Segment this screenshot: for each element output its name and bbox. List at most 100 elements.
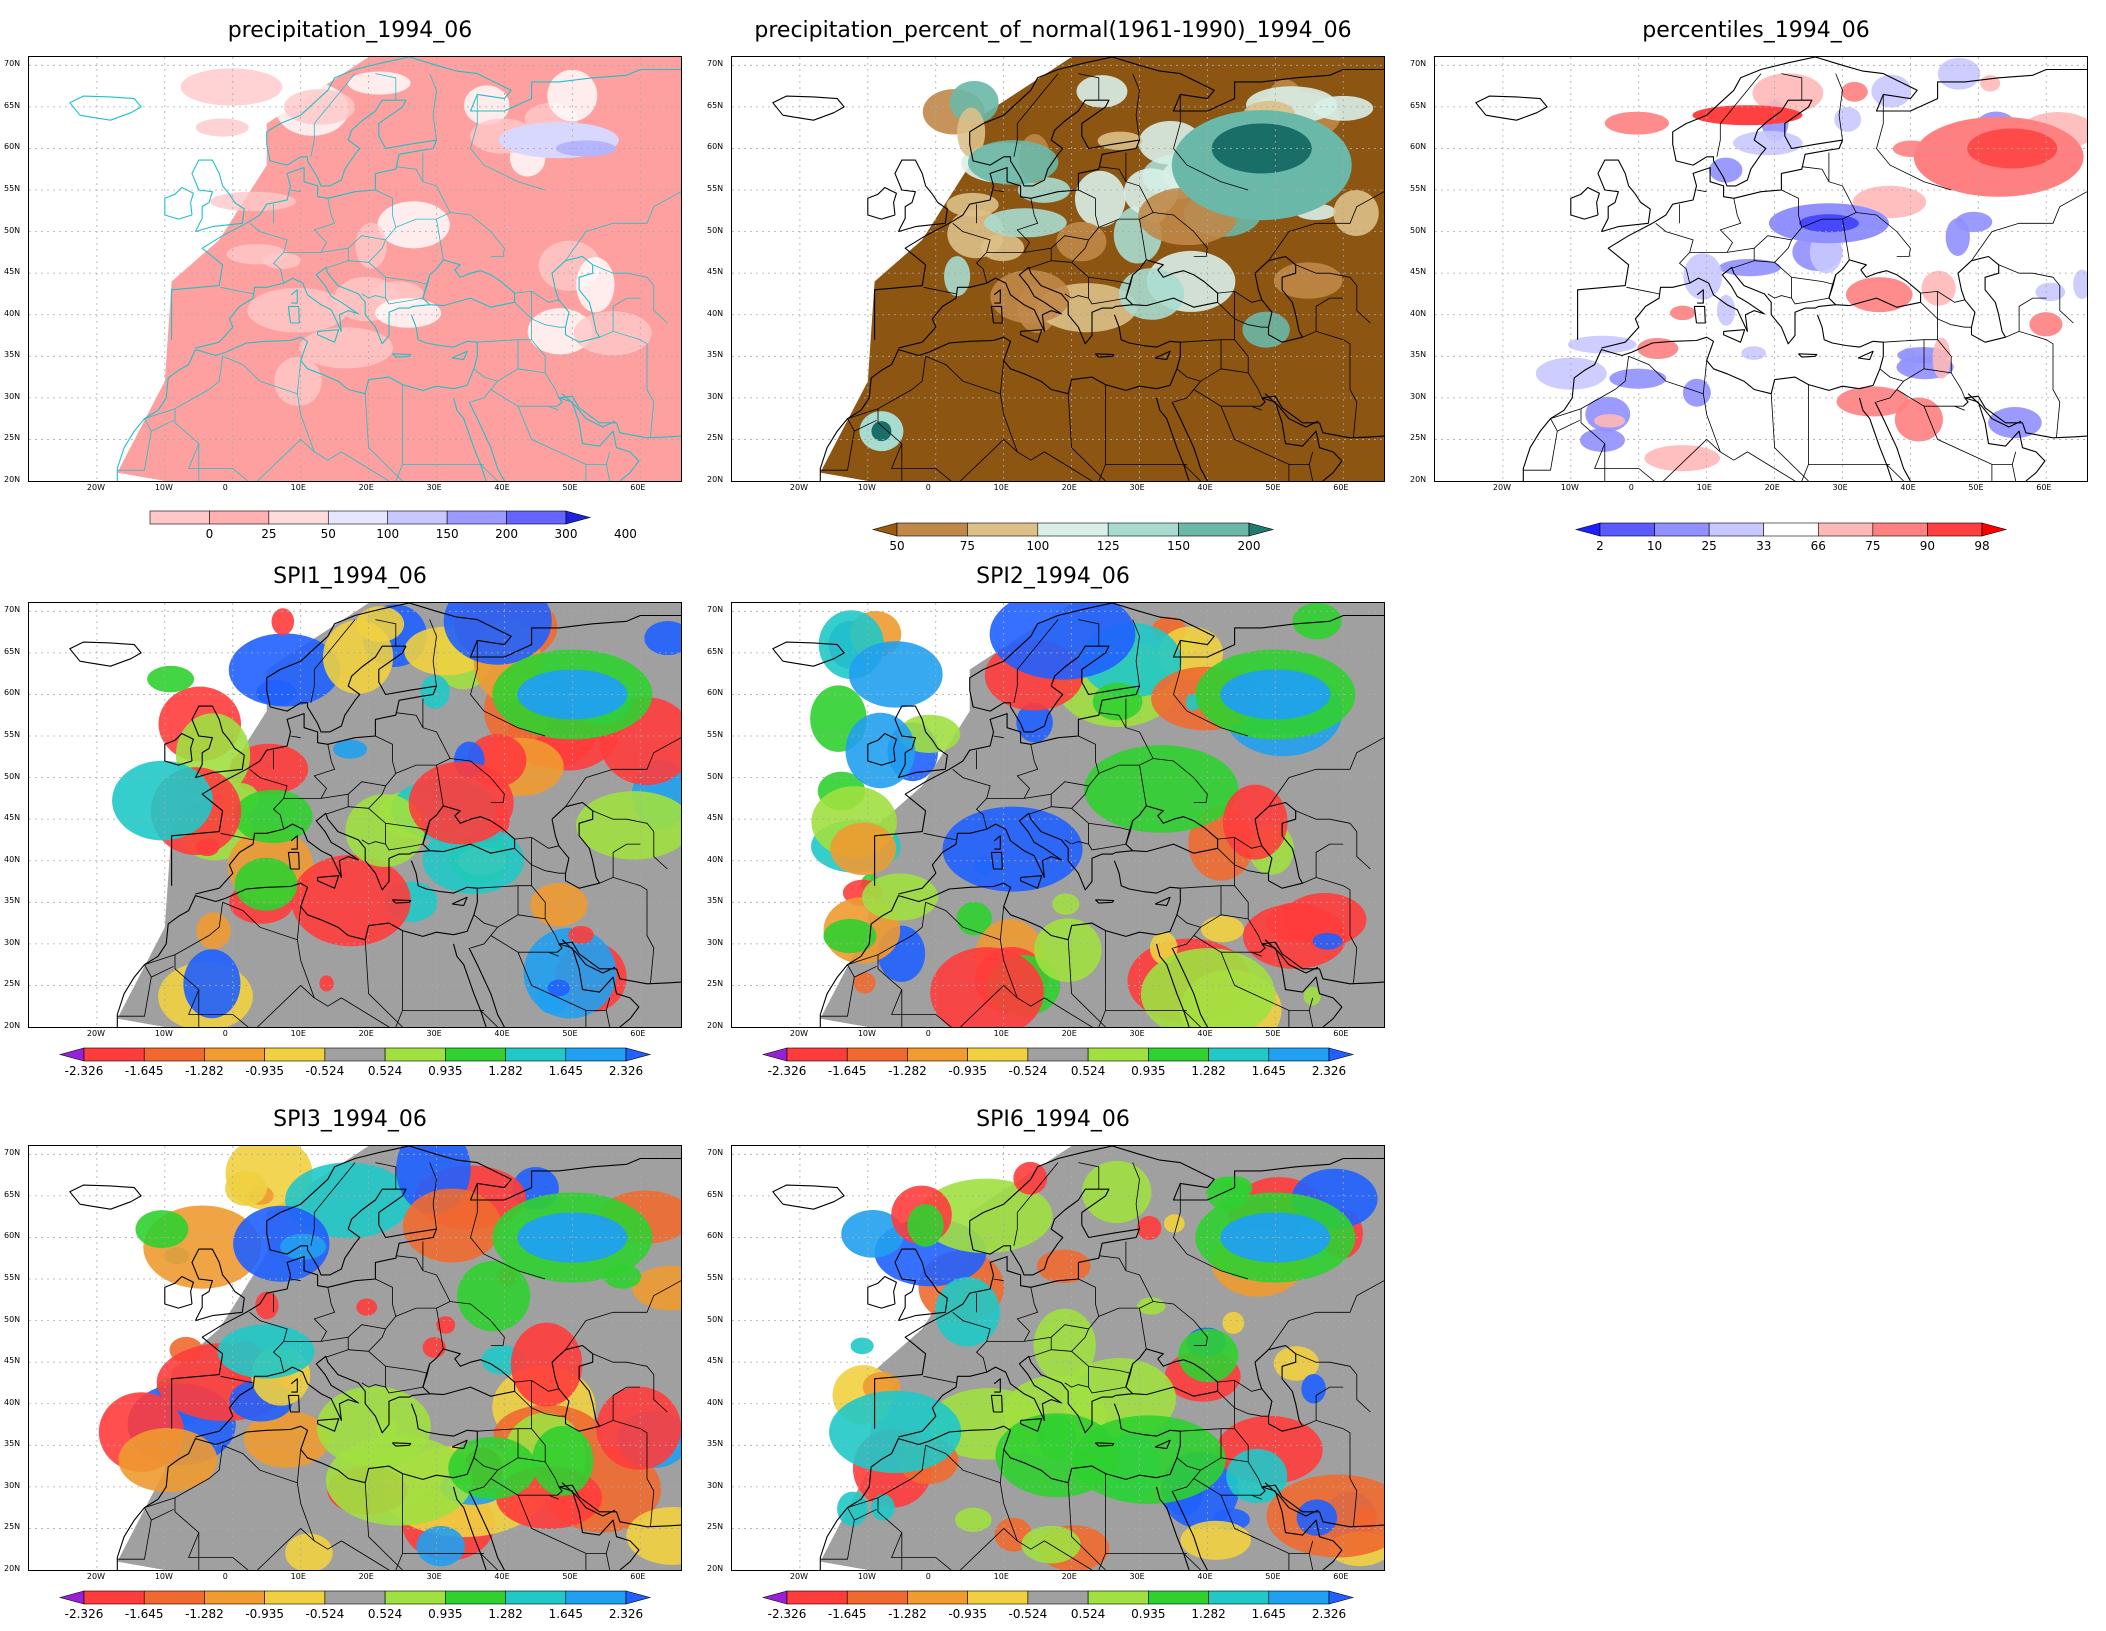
latitude-label: 50N — [4, 1314, 21, 1324]
panel-title: precipitation_1994_06 — [227, 18, 473, 43]
colorbar-label: -2.326 — [65, 1607, 104, 1621]
latitude-label: 60N — [707, 1231, 724, 1241]
colorbar-box — [204, 1590, 265, 1605]
latitude-label: 25N — [707, 979, 724, 989]
latitude-label: 30N — [4, 1480, 21, 1490]
map-canvas — [732, 603, 1384, 1027]
colorbar-label: 150 — [436, 527, 459, 541]
colorbar-arrow-right — [1981, 522, 2008, 537]
coastlines — [69, 57, 681, 481]
map-spi3 — [28, 1145, 682, 1571]
longitude-label: 40E — [494, 1572, 510, 1581]
colorbar-label: -2.326 — [65, 1064, 104, 1078]
map-canvas — [732, 57, 1384, 481]
longitude-label: 30E — [426, 483, 442, 492]
colorbar-box — [143, 1047, 205, 1062]
longitude-label: 10E — [290, 1572, 306, 1581]
colorbar-box — [384, 1590, 446, 1605]
latitude-label: 70N — [4, 59, 21, 69]
colorbar-label: 150 — [1167, 539, 1190, 553]
latitude-label: 55N — [4, 1273, 21, 1283]
map-spi6 — [731, 1145, 1385, 1571]
colorbar-box — [149, 510, 210, 525]
field-layer — [112, 603, 681, 1027]
longitude-label: 60E — [630, 1029, 646, 1038]
longitude-label: 0 — [1628, 483, 1634, 492]
longitude-label: 10E — [993, 1572, 1009, 1581]
colorbar-svg: -2.326 -1.645 -1.282 -0.935 -0.524 0.524 0.935… — [761, 1590, 1355, 1621]
field-layer — [98, 1146, 681, 1570]
colorbar-box — [1708, 522, 1765, 537]
colorbar-arrow-right — [625, 1590, 652, 1605]
latitude-label: 25N — [4, 979, 21, 989]
colorbar-label: 200 — [495, 527, 518, 541]
longitude-label: 0 — [925, 1572, 931, 1581]
colorbar-label: 300 — [555, 527, 578, 541]
longitude-label: 40E — [1197, 1029, 1213, 1038]
map-spi2 — [731, 602, 1385, 1028]
colorbar-box — [1654, 522, 1710, 537]
colorbar-spi3: -2.326 -1.645 -1.282 -0.935 -0.524 0.524 0.935… — [58, 1590, 652, 1631]
colorbar-box — [209, 510, 270, 525]
longitude-label: 60E — [630, 1572, 646, 1581]
colorbar-label: 25 — [1702, 539, 1717, 553]
colorbar-box — [786, 1590, 848, 1605]
latitude-label: 35N — [1410, 350, 1427, 360]
colorbar-label: -0.524 — [306, 1607, 345, 1621]
colorbar-label: 2 — [1596, 539, 1604, 553]
longitude-label: 10W — [154, 483, 173, 492]
colorbar-box — [1178, 522, 1250, 537]
longitude-label: 0 — [925, 483, 931, 492]
colorbar-label: -1.282 — [185, 1607, 224, 1621]
longitude-label: 30E — [1129, 1029, 1145, 1038]
colorbar-label: -2.326 — [768, 1607, 807, 1621]
colorbar-label: 90 — [1920, 539, 1935, 553]
longitude-label: 40E — [1197, 1572, 1213, 1581]
panel-spi6: SPI6_1994_06 -2.326 -1.645 -1.282 -0.935 -0.… — [703, 1107, 1403, 1621]
colorbar-box — [1817, 522, 1874, 537]
colorbar-label: 400 — [614, 527, 637, 541]
colorbar-label: -0.935 — [948, 1607, 987, 1621]
colorbar-box — [505, 1047, 567, 1062]
colorbar-label: 50 — [889, 539, 904, 553]
longitude-label: 20E — [1061, 1029, 1077, 1038]
colorbar-arrow-left — [871, 522, 898, 537]
colorbar-label: -0.935 — [948, 1064, 987, 1078]
longitude-label: 10W — [857, 1572, 876, 1581]
colorbar-label: 0.524 — [368, 1607, 402, 1621]
latitude-label: 50N — [1410, 225, 1427, 235]
colorbar-arrow-right — [1328, 1590, 1355, 1605]
colorbar-spi6: -2.326 -1.645 -1.282 -0.935 -0.524 0.524 0.935… — [761, 1590, 1355, 1631]
longitude-label: 20W — [1492, 483, 1511, 492]
colorbar-label: 100 — [1026, 539, 1049, 553]
coastlines — [772, 1146, 1384, 1570]
longitude-label: 10E — [290, 483, 306, 492]
colorbar-box — [324, 1590, 386, 1605]
country-borders — [1523, 73, 2087, 481]
map-canvas — [29, 57, 681, 481]
latitude-label: 60N — [707, 688, 724, 698]
longitude-label: 50E — [1265, 483, 1281, 492]
latitude-label: 45N — [707, 1356, 724, 1366]
latitude-label: 60N — [4, 688, 21, 698]
colorbar-label: 10 — [1647, 539, 1662, 553]
latitude-label: 20N — [1410, 475, 1427, 484]
colorbar-label: 0.524 — [1071, 1064, 1105, 1078]
colorbar-box — [1927, 522, 1983, 537]
colorbar-label: 0.524 — [368, 1064, 402, 1078]
longitude-label: 30E — [1832, 483, 1848, 492]
latitude-label: 20N — [4, 1021, 21, 1030]
longitude-label: 60E — [1333, 483, 1349, 492]
latitude-label: 65N — [4, 1189, 21, 1199]
longitude-label: 20W — [86, 1029, 105, 1038]
coastlines — [69, 603, 681, 1027]
latitude-label: 65N — [707, 100, 724, 110]
longitude-label: 20E — [358, 1029, 374, 1038]
colorbar-box — [387, 510, 448, 525]
colorbar-label: 2.326 — [609, 1607, 643, 1621]
colorbar-box — [83, 1047, 145, 1062]
latitude-label: 20N — [4, 1564, 21, 1573]
longitude-label: 40E — [494, 483, 510, 492]
longitude-label: 20E — [1061, 1572, 1077, 1581]
colorbar-label: 1.282 — [1191, 1064, 1225, 1078]
